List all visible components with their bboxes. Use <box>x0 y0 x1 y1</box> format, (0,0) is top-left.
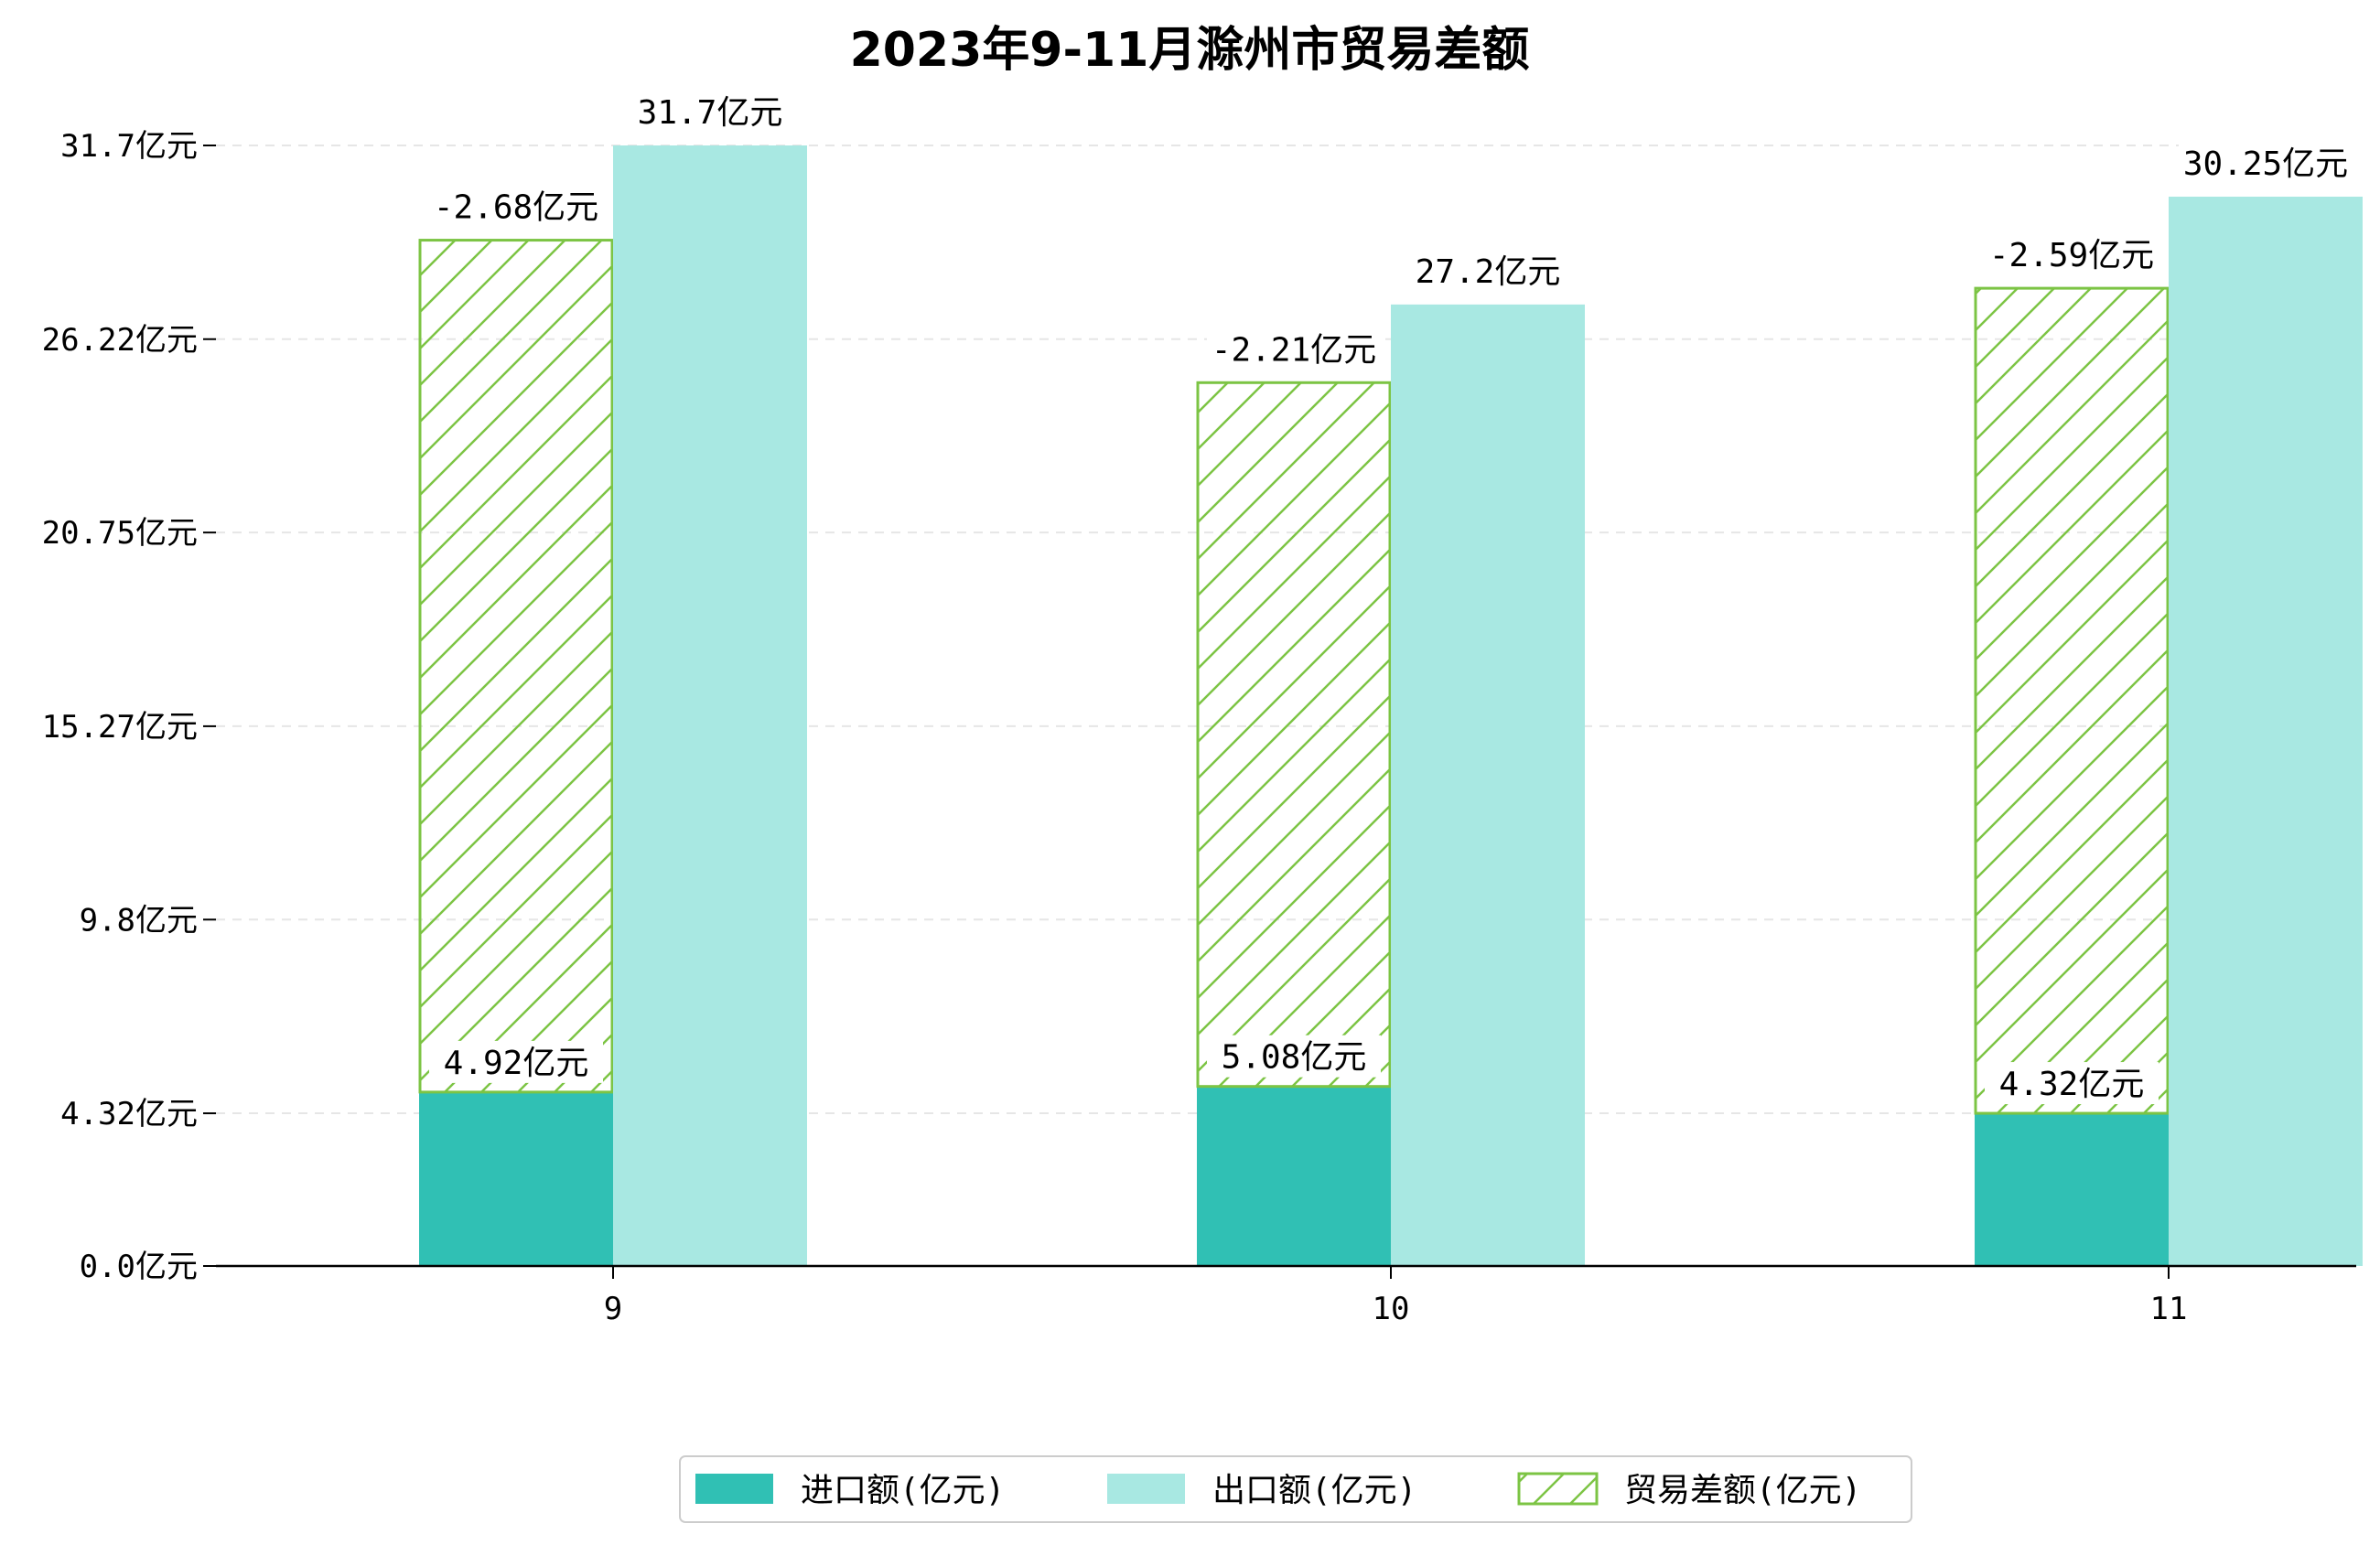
export-label-bg <box>1401 249 1575 292</box>
balance-label: -2.59亿元 <box>1989 237 2154 274</box>
export-label-bg <box>623 91 797 133</box>
export-label-bg <box>2179 142 2353 185</box>
export-label: 27.2亿元 <box>1416 253 1561 291</box>
balance-label: -2.21亿元 <box>1212 331 1376 369</box>
legend-export-swatch <box>1107 1474 1185 1504</box>
import-label-bg <box>1207 1035 1381 1078</box>
legend-box <box>679 1455 1912 1523</box>
export-label: 30.25亿元 <box>2183 145 2348 183</box>
bars <box>418 145 2363 1267</box>
export-bar <box>1391 304 1585 1267</box>
legend-balance-label: 贸易差额(亿元) <box>1624 1472 1861 1509</box>
export-bar <box>613 145 807 1266</box>
export-label: 31.7亿元 <box>638 94 783 132</box>
import-label: 4.32亿元 <box>1999 1066 2145 1103</box>
export-bar <box>2169 197 2363 1267</box>
y-tick-label: 0.0亿元 <box>80 1249 198 1285</box>
y-tick-label: 4.32亿元 <box>60 1096 198 1132</box>
legend-export-label: 出口额(亿元) <box>1212 1472 1416 1509</box>
import-label-bg <box>429 1040 603 1083</box>
legend-balance-swatch <box>1517 1472 1599 1506</box>
legend-import-label: 进口额(亿元) <box>801 1472 1005 1509</box>
x-tick-label: 11 <box>2150 1291 2188 1327</box>
import-bar <box>1197 1086 1391 1266</box>
y-tick-label: 9.8亿元 <box>80 902 198 939</box>
legend: 进口额(亿元) 出口额(亿元) 贸易差额(亿元) <box>679 1455 1912 1523</box>
data-labels: 4.92亿元 31.7亿元 -2.68亿元 5.08亿元 27.2亿元 -2.21亿元 4.… <box>429 91 2353 1105</box>
balance-label: -2.68亿元 <box>434 189 598 227</box>
x-tick-label: 10 <box>1373 1291 1410 1327</box>
balance-bar <box>418 239 614 1094</box>
y-tick-label: 26.22亿元 <box>42 322 198 359</box>
import-label-bg <box>1985 1062 2159 1105</box>
import-label: 4.92亿元 <box>444 1045 589 1082</box>
balance-label-bg <box>429 185 603 228</box>
balance-bar <box>1196 381 1392 1089</box>
legend-import-swatch <box>695 1474 773 1504</box>
balance-bar <box>1974 286 2170 1115</box>
balance-label-bg <box>1207 327 1381 370</box>
balance-label-bg <box>1985 233 2159 276</box>
chart-title: 2023年9-11月滁州市贸易差额 <box>850 23 1530 78</box>
axes: 0.0亿元 4.32亿元 9.8亿元 15.27亿元 20.75亿元 26.22亿元 31.… <box>42 128 2356 1327</box>
y-tick-label: 31.7亿元 <box>60 128 198 165</box>
x-tick-label: 9 <box>604 1291 622 1327</box>
import-bar <box>1975 1113 2169 1266</box>
import-bar <box>419 1091 613 1266</box>
import-label: 5.08亿元 <box>1222 1039 1367 1077</box>
y-tick-label: 15.27亿元 <box>42 709 198 746</box>
y-tick-label: 20.75亿元 <box>42 515 198 552</box>
